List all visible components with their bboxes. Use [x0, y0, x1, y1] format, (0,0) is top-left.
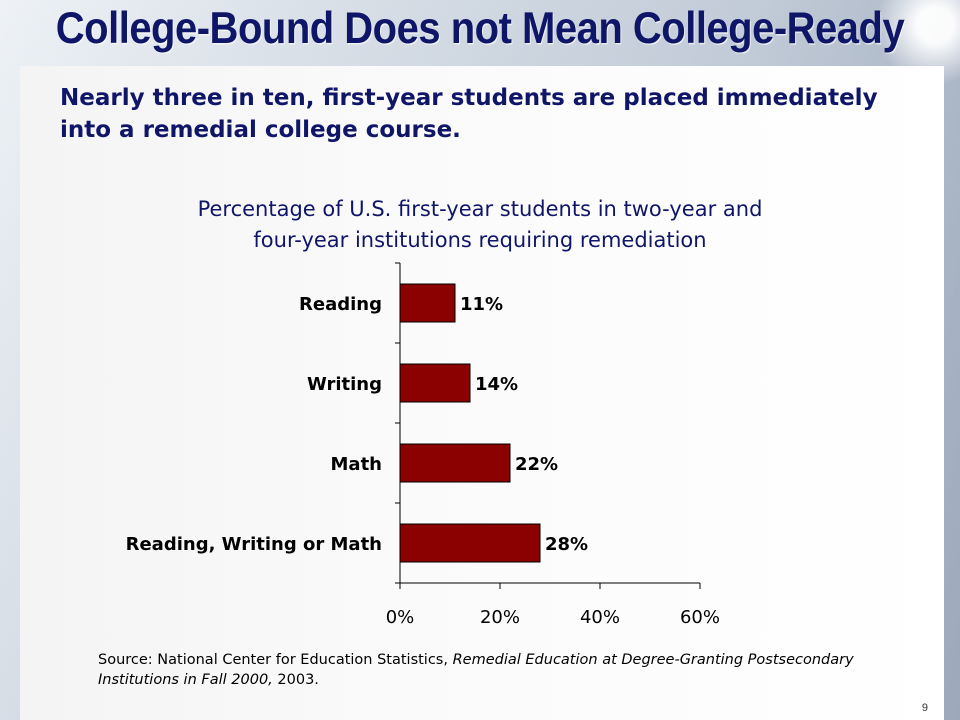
- x-tick-label: 40%: [580, 607, 620, 628]
- page-number: 9: [921, 702, 928, 714]
- content-panel: [20, 66, 944, 720]
- source-prefix: Source: National Center for Education St…: [98, 652, 453, 668]
- chart-title-line-1: Percentage of U.S. first-year students i…: [197, 197, 763, 221]
- slide-title: College-Bound Does not Mean College-Read…: [55, 4, 905, 54]
- category-label: Math: [331, 454, 382, 475]
- source-citation: Source: National Center for Education St…: [98, 650, 878, 690]
- data-label: 22%: [515, 454, 558, 475]
- chart-title: Percentage of U.S. first-year students i…: [120, 194, 840, 256]
- bar: [399, 283, 456, 323]
- bar: [399, 523, 541, 563]
- category-label: Reading: [299, 294, 382, 315]
- category-label: Writing: [307, 374, 382, 395]
- source-title: Remedial Education at Degree-Granting Po…: [98, 652, 854, 688]
- category-label: Reading, Writing or Math: [126, 534, 382, 555]
- bar: [399, 443, 511, 483]
- data-label: 28%: [545, 534, 588, 555]
- data-label: 14%: [475, 374, 518, 395]
- source-suffix: 2003.: [272, 672, 319, 688]
- bar: [399, 363, 471, 403]
- x-tick-label: 60%: [680, 607, 720, 628]
- x-tick-label: 0%: [386, 607, 415, 628]
- data-label: 11%: [460, 294, 503, 315]
- chart-title-line-2: four-year institutions requiring remedia…: [253, 228, 707, 252]
- x-tick-label: 20%: [480, 607, 520, 628]
- slide-subtitle: Nearly three in ten, first-year students…: [60, 85, 878, 143]
